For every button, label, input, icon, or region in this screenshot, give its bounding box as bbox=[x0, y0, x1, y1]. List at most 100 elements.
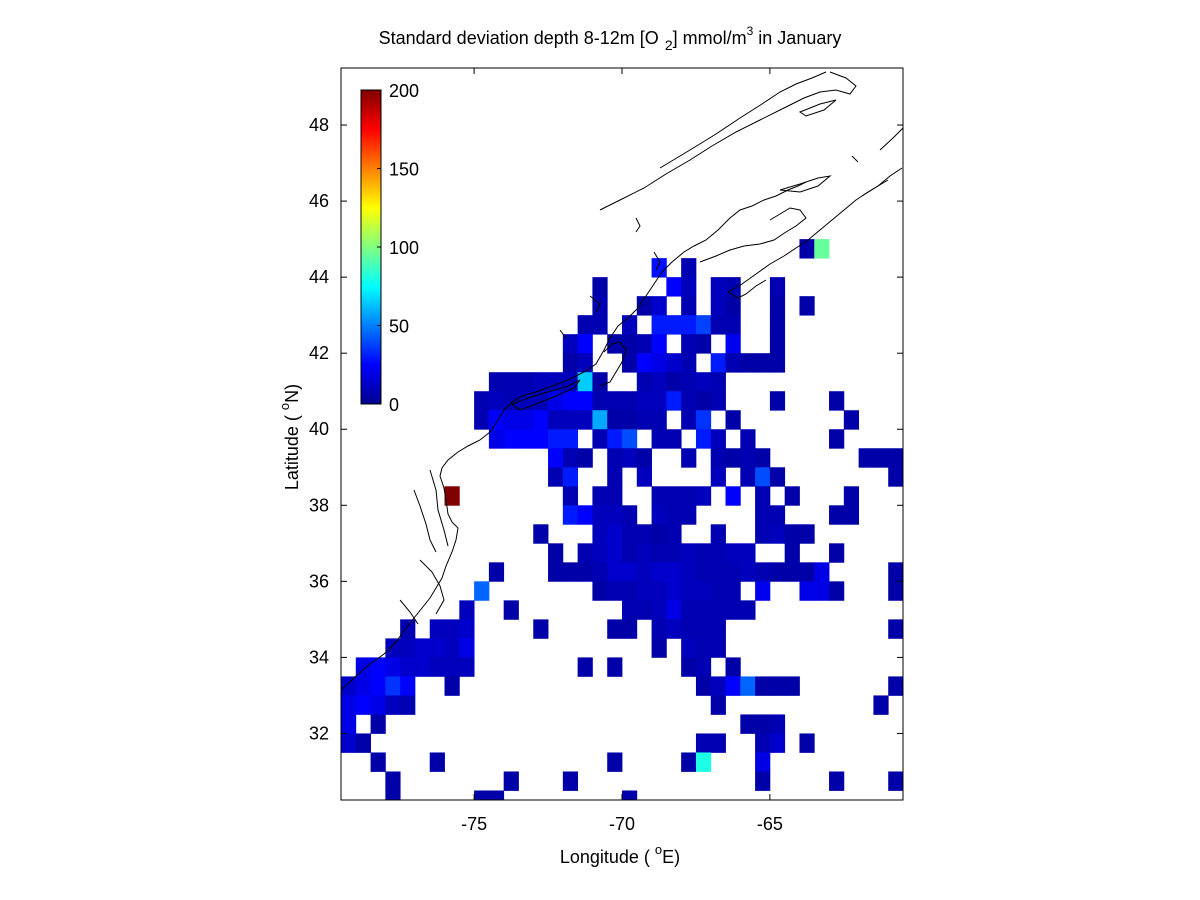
heatmap-cell bbox=[755, 562, 771, 582]
heatmap-cell bbox=[651, 353, 667, 373]
heatmap-cell bbox=[755, 524, 771, 544]
y-tick-label: 44 bbox=[309, 267, 329, 287]
heatmap-cell bbox=[400, 695, 416, 715]
heatmap-cell bbox=[562, 410, 579, 430]
heatmap-cell bbox=[607, 619, 623, 639]
heatmap-cell bbox=[341, 676, 357, 696]
heatmap-cell bbox=[769, 505, 786, 525]
heatmap-cell bbox=[681, 657, 697, 677]
heatmap-cell bbox=[695, 581, 712, 601]
heatmap-cell bbox=[725, 543, 741, 563]
heatmap-cell bbox=[562, 562, 579, 582]
heatmap-cell bbox=[474, 790, 490, 800]
y-tick-label: 40 bbox=[309, 419, 329, 439]
heatmap-cell bbox=[370, 695, 386, 715]
heatmap-cell bbox=[725, 581, 741, 601]
heatmap-cell bbox=[474, 581, 490, 601]
heatmap-cell bbox=[710, 695, 726, 715]
heatmap-cell bbox=[755, 448, 771, 468]
heatmap-cell bbox=[710, 296, 726, 316]
x-tick-label: -70 bbox=[609, 814, 635, 834]
heatmap-cell bbox=[681, 334, 697, 354]
heatmap-cell bbox=[769, 467, 786, 487]
heatmap-cell bbox=[429, 638, 445, 658]
heatmap-cell bbox=[666, 353, 682, 373]
heatmap-cell bbox=[695, 410, 712, 430]
heatmap-cell bbox=[474, 391, 490, 411]
heatmap-cell bbox=[622, 619, 638, 639]
heatmap-cell bbox=[577, 543, 593, 563]
heatmap-cell bbox=[695, 600, 712, 620]
heatmap-cell bbox=[636, 448, 652, 468]
heatmap-cell bbox=[607, 448, 623, 468]
heatmap-cell bbox=[444, 619, 460, 639]
heatmap-cell bbox=[548, 372, 564, 392]
heatmap-cell bbox=[681, 296, 697, 316]
heatmap-cell bbox=[414, 638, 431, 658]
heatmap-cell bbox=[695, 676, 712, 696]
heatmap-cell bbox=[488, 562, 505, 582]
colorbar-tick-label: 100 bbox=[389, 238, 419, 258]
heatmap-cell bbox=[681, 353, 697, 373]
heatmap-cell bbox=[385, 771, 401, 791]
heatmap-cell bbox=[341, 695, 357, 715]
heatmap-cell bbox=[888, 771, 903, 791]
heatmap-cell bbox=[562, 429, 579, 449]
heatmap-cell bbox=[636, 372, 652, 392]
heatmap-cell bbox=[695, 619, 712, 639]
heatmap-cell bbox=[666, 581, 682, 601]
heatmap-cell bbox=[577, 448, 593, 468]
colorbar: 0 50 100 150 200 bbox=[360, 81, 419, 415]
heatmap-cell bbox=[607, 391, 623, 411]
heatmap-cell bbox=[592, 315, 608, 335]
heatmap-cell bbox=[681, 410, 697, 430]
heatmap-cell bbox=[651, 543, 667, 563]
heatmap-cell bbox=[740, 353, 756, 373]
heatmap-cell bbox=[592, 429, 608, 449]
heatmap-cell bbox=[666, 562, 682, 582]
heatmap-cell bbox=[725, 315, 741, 335]
heatmap-cell bbox=[622, 315, 638, 335]
heatmap-cell bbox=[577, 505, 593, 525]
heatmap-cell bbox=[622, 600, 638, 620]
y-tick-label: 46 bbox=[309, 191, 329, 211]
heatmap-cell bbox=[651, 372, 667, 392]
heatmap-cell bbox=[725, 562, 741, 582]
heatmap-cell bbox=[725, 600, 741, 620]
y-tick-label: 38 bbox=[309, 495, 329, 515]
heatmap-cell bbox=[651, 296, 667, 316]
y-ticks: 32 34 36 38 40 42 44 46 48 bbox=[309, 115, 903, 743]
heatmap-cell bbox=[370, 714, 386, 734]
heatmap-cell bbox=[592, 277, 608, 297]
heatmap-cell bbox=[814, 581, 830, 601]
heatmap-cell bbox=[488, 429, 505, 449]
chart-title: Standard deviation depth 8-12m [O 2] mmol… bbox=[378, 24, 842, 53]
heatmap-cell bbox=[607, 429, 623, 449]
heatmap-cell bbox=[548, 467, 564, 487]
heatmap-cell bbox=[503, 372, 519, 392]
heatmap-cell bbox=[459, 619, 475, 639]
heatmap-cell bbox=[533, 429, 549, 449]
heatmap-cell bbox=[755, 714, 771, 734]
heatmap-cell bbox=[695, 562, 712, 582]
heatmap-cell bbox=[577, 315, 593, 335]
heatmap-cell bbox=[385, 790, 401, 800]
heatmap-cell bbox=[710, 448, 726, 468]
heatmap-cell bbox=[873, 448, 889, 468]
colorbar-tick-label: 0 bbox=[389, 395, 399, 415]
heatmap-cell bbox=[769, 391, 786, 411]
heatmap-cell bbox=[577, 410, 593, 430]
heatmap-cell bbox=[577, 372, 593, 392]
heatmap-cell bbox=[651, 429, 667, 449]
heatmap-cell bbox=[681, 752, 697, 772]
heatmap-cell bbox=[341, 733, 357, 753]
heatmap-cell bbox=[681, 562, 697, 582]
heatmap-cell bbox=[400, 638, 416, 658]
heatmap-cell bbox=[651, 619, 667, 639]
heatmap-cell bbox=[695, 334, 712, 354]
heatmap-cell bbox=[666, 543, 682, 563]
heatmap-cell bbox=[814, 562, 830, 582]
heatmap-cell bbox=[829, 581, 845, 601]
heatmap-cell bbox=[592, 581, 608, 601]
heatmap-cell bbox=[829, 505, 845, 525]
